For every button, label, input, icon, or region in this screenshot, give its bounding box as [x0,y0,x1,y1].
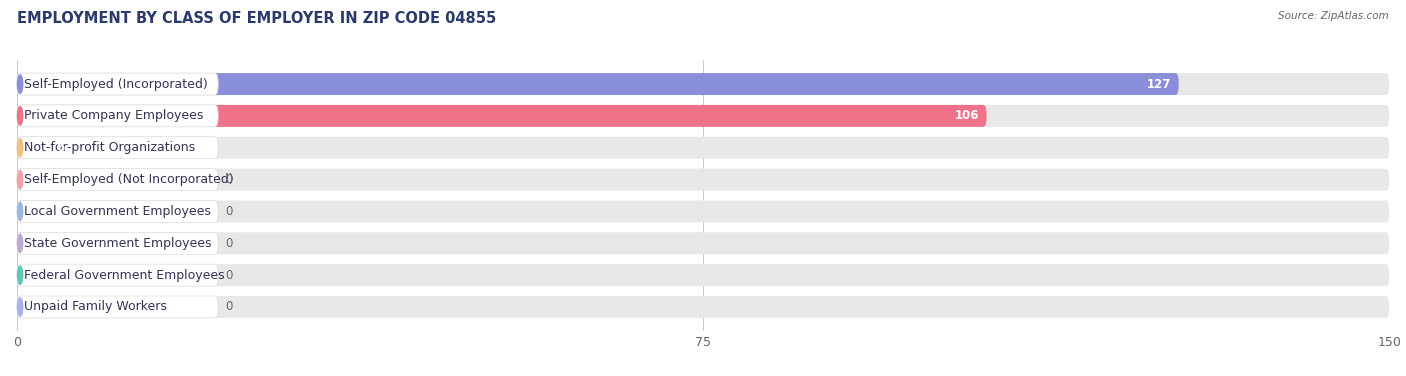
Circle shape [17,202,22,221]
FancyBboxPatch shape [17,168,218,191]
Text: Self-Employed (Incorporated): Self-Employed (Incorporated) [24,77,208,91]
FancyBboxPatch shape [17,264,1389,286]
FancyBboxPatch shape [17,105,1389,127]
FancyBboxPatch shape [17,105,218,127]
Text: Self-Employed (Not Incorporated): Self-Employed (Not Incorporated) [24,173,233,186]
Text: 6: 6 [56,141,65,154]
Text: 0: 0 [225,300,233,314]
Circle shape [17,298,22,316]
Text: 0: 0 [225,268,233,282]
FancyBboxPatch shape [17,232,1389,254]
FancyBboxPatch shape [17,73,1178,95]
Circle shape [17,234,22,252]
FancyBboxPatch shape [17,105,987,127]
Text: Local Government Employees: Local Government Employees [24,205,211,218]
FancyBboxPatch shape [17,73,218,95]
Text: 106: 106 [955,109,980,123]
FancyBboxPatch shape [17,73,1389,95]
Text: 127: 127 [1147,77,1171,91]
Text: Federal Government Employees: Federal Government Employees [24,268,225,282]
FancyBboxPatch shape [17,168,1389,191]
Circle shape [17,139,22,157]
Text: 0: 0 [225,237,233,250]
FancyBboxPatch shape [17,232,218,254]
Text: Source: ZipAtlas.com: Source: ZipAtlas.com [1278,11,1389,21]
FancyBboxPatch shape [17,137,218,159]
Text: Not-for-profit Organizations: Not-for-profit Organizations [24,141,195,154]
Text: EMPLOYMENT BY CLASS OF EMPLOYER IN ZIP CODE 04855: EMPLOYMENT BY CLASS OF EMPLOYER IN ZIP C… [17,11,496,26]
FancyBboxPatch shape [17,137,72,159]
Circle shape [17,75,22,93]
Circle shape [17,170,22,189]
Circle shape [17,266,22,284]
Text: State Government Employees: State Government Employees [24,237,211,250]
Text: 0: 0 [225,205,233,218]
Text: Private Company Employees: Private Company Employees [24,109,202,123]
FancyBboxPatch shape [17,200,1389,223]
FancyBboxPatch shape [17,200,218,223]
FancyBboxPatch shape [17,296,1389,318]
Text: 0: 0 [225,173,233,186]
FancyBboxPatch shape [17,296,218,318]
FancyBboxPatch shape [17,137,1389,159]
Circle shape [17,107,22,125]
Text: Unpaid Family Workers: Unpaid Family Workers [24,300,166,314]
FancyBboxPatch shape [17,264,218,286]
